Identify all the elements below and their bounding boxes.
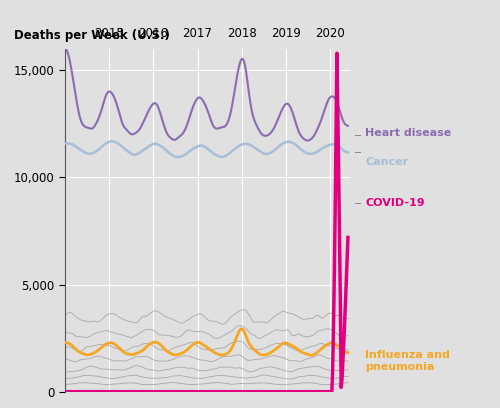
Text: Heart disease: Heart disease — [365, 128, 451, 137]
Text: Deaths per Week (U.S.): Deaths per Week (U.S.) — [14, 29, 170, 42]
Text: Cancer: Cancer — [365, 157, 408, 167]
Text: COVID-19: COVID-19 — [365, 198, 424, 208]
Text: Influenza and
pneumonia: Influenza and pneumonia — [365, 350, 450, 372]
